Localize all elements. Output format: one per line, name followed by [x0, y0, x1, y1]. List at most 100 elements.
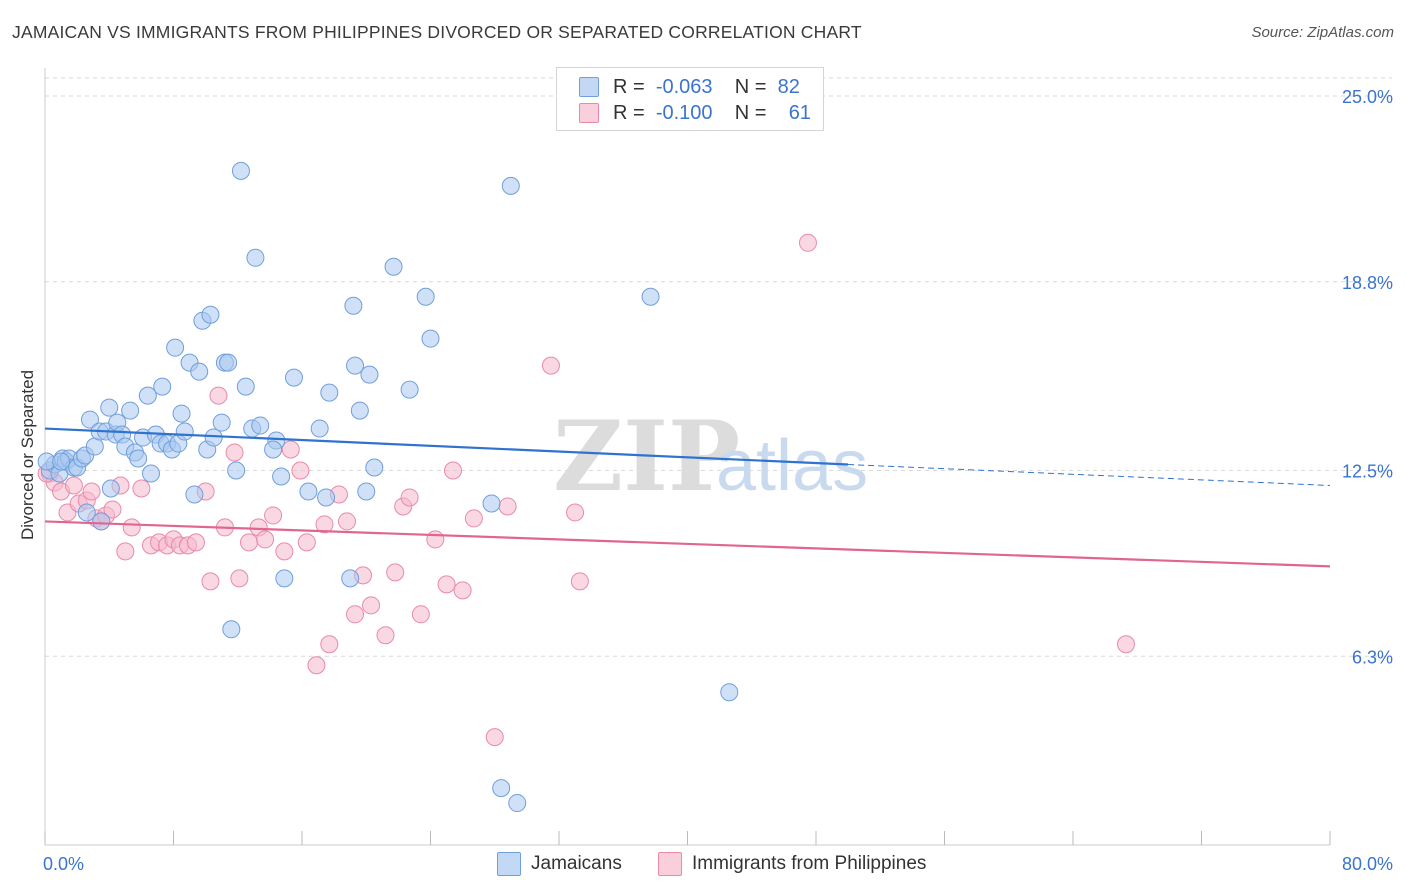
legend-swatch-blue — [579, 77, 599, 97]
data-point-jamaicans — [227, 461, 246, 480]
data-point-philippines — [386, 563, 405, 582]
data-point-philippines — [275, 542, 294, 561]
data-point-philippines — [64, 476, 83, 495]
data-point-philippines — [426, 530, 445, 549]
data-point-jamaicans — [190, 362, 209, 381]
data-point-philippines — [315, 515, 334, 534]
data-point-philippines — [230, 569, 249, 588]
data-point-philippines — [337, 512, 356, 531]
data-point-jamaicans — [264, 440, 283, 459]
data-point-jamaicans — [101, 479, 120, 498]
data-point-jamaicans — [357, 482, 376, 501]
data-point-philippines — [400, 488, 419, 507]
data-point-jamaicans — [341, 569, 360, 588]
data-point-jamaicans — [508, 794, 527, 813]
data-point-jamaicans — [251, 416, 270, 435]
data-point-jamaicans — [85, 437, 104, 456]
series-philippines-points — [37, 233, 1136, 747]
source-credit: Source: ZipAtlas.com — [1251, 24, 1394, 41]
y-tick-label: 12.5% — [1342, 462, 1393, 482]
data-point-jamaicans — [236, 377, 255, 396]
data-point-jamaicans — [52, 452, 71, 471]
data-point-philippines — [464, 509, 483, 528]
data-point-jamaicans — [346, 356, 365, 375]
legend-n-value-blue: 82 — [777, 75, 800, 98]
data-point-jamaicans — [246, 248, 265, 267]
data-point-philippines — [82, 482, 101, 501]
data-point-jamaicans — [77, 503, 96, 522]
y-tick-label: 25.0% — [1342, 87, 1393, 107]
data-point-philippines — [116, 542, 135, 561]
data-point-jamaicans — [275, 569, 294, 588]
data-point-jamaicans — [231, 161, 250, 180]
data-point-philippines — [798, 233, 817, 252]
data-point-philippines — [281, 440, 300, 459]
chart-title: JAMAICAN VS IMMIGRANTS FROM PHILIPPINES … — [12, 22, 862, 42]
legend-n-label: N = — [734, 75, 767, 98]
data-point-jamaicans — [204, 428, 223, 447]
x-tick-label: 0.0% — [43, 854, 84, 874]
data-point-jamaicans — [299, 482, 318, 501]
trend-line-jamaicans — [44, 427, 849, 466]
legend-n-value-pink: 61 — [788, 101, 811, 124]
data-point-jamaicans — [344, 296, 363, 315]
legend-r-value-pink: -0.100 — [655, 101, 713, 124]
data-point-jamaicans — [138, 386, 157, 405]
data-point-jamaicans — [416, 287, 435, 306]
data-point-philippines — [346, 605, 365, 624]
data-point-philippines — [566, 503, 585, 522]
data-point-philippines — [122, 518, 141, 537]
tick-labels: 6.3% 12.5% 18.8% 25.0% 0.0% 80.0% — [43, 87, 1393, 874]
data-point-jamaicans — [142, 464, 161, 483]
data-point-philippines — [186, 533, 205, 552]
watermark-atlas: atlas — [716, 426, 868, 506]
data-point-jamaicans — [320, 383, 339, 402]
data-point-jamaicans — [172, 404, 191, 423]
data-point-jamaicans — [212, 413, 231, 432]
bottom-legend-label-blue: Jamaicans — [531, 853, 622, 874]
data-point-jamaicans — [129, 449, 148, 468]
y-axis-label: Divorced or Separated — [18, 370, 37, 540]
data-point-jamaicans — [92, 512, 111, 531]
legend-n-label: N = — [734, 101, 767, 124]
data-point-philippines — [437, 575, 456, 594]
data-point-jamaicans — [100, 398, 119, 417]
data-point-jamaicans — [80, 410, 99, 429]
y-tick-label: 18.8% — [1342, 273, 1393, 293]
data-point-philippines — [291, 461, 310, 480]
data-point-philippines — [485, 728, 504, 747]
data-point-philippines — [103, 500, 122, 519]
data-point-jamaicans — [400, 380, 419, 399]
legend-row-philippines: R = -0.100 N = 61 — [579, 100, 811, 126]
legend-r-label: R = — [613, 75, 645, 98]
data-point-jamaicans — [501, 176, 520, 195]
data-point-jamaicans — [166, 338, 185, 357]
data-point-jamaicans — [641, 287, 660, 306]
data-point-jamaicans — [272, 467, 291, 486]
data-point-jamaicans — [317, 488, 336, 507]
trend-lines — [44, 427, 1331, 568]
data-point-jamaicans — [222, 620, 241, 639]
data-point-jamaicans — [492, 779, 511, 798]
data-point-philippines — [209, 386, 228, 405]
data-point-jamaicans — [175, 422, 194, 441]
data-point-philippines — [411, 605, 430, 624]
data-point-philippines — [376, 626, 395, 645]
data-point-jamaicans — [185, 485, 204, 504]
data-point-philippines — [256, 530, 275, 549]
bottom-legend-jamaicans: Jamaicans — [497, 852, 622, 876]
x-tick-label: 80.0% — [1342, 854, 1393, 874]
data-point-jamaicans — [482, 494, 501, 513]
data-point-philippines — [132, 479, 151, 498]
data-point-philippines — [498, 497, 517, 516]
data-point-jamaicans — [350, 401, 369, 420]
bottom-legend-swatch-pink — [658, 852, 682, 876]
data-point-philippines — [225, 443, 244, 462]
bottom-legend-swatch-blue — [497, 852, 521, 876]
data-point-jamaicans — [360, 365, 379, 384]
trend-line-philippines — [44, 520, 1331, 568]
legend-r-label: R = — [613, 101, 645, 124]
data-point-jamaicans — [284, 368, 303, 387]
bottom-legend-label-pink: Immigrants from Philippines — [692, 853, 927, 874]
